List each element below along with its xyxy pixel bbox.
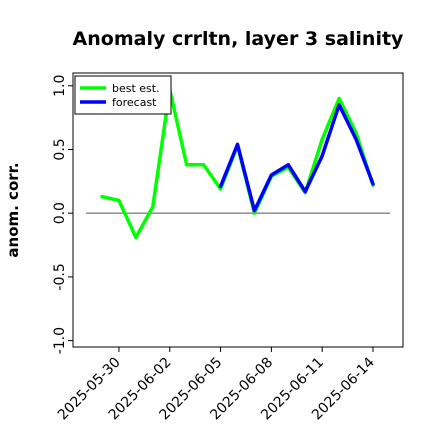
series-line-forecast	[218, 103, 375, 213]
legend-label-best-est: best est.	[112, 82, 160, 95]
legend: best est. forecast	[74, 75, 172, 115]
legend-box	[74, 75, 172, 115]
y-tick-label: 0.5	[52, 138, 68, 160]
y-axis: -1.0 -0.5 0.0 0.5 1.0	[52, 75, 73, 354]
chart-title: Anomaly crrltn, layer 3 salinity	[73, 28, 404, 50]
legend-label-forecast: forecast	[112, 96, 157, 109]
y-tick-label: -1.0	[52, 327, 68, 354]
y-tick-label: 0.0	[52, 202, 68, 224]
x-axis: 2025-05-302025-06-022025-06-052025-06-08…	[55, 347, 378, 423]
y-axis-label: anom. corr.	[4, 162, 22, 257]
y-tick-label: 1.0	[52, 75, 68, 97]
series-layer	[100, 87, 375, 240]
y-tick-label: -0.5	[52, 263, 68, 290]
